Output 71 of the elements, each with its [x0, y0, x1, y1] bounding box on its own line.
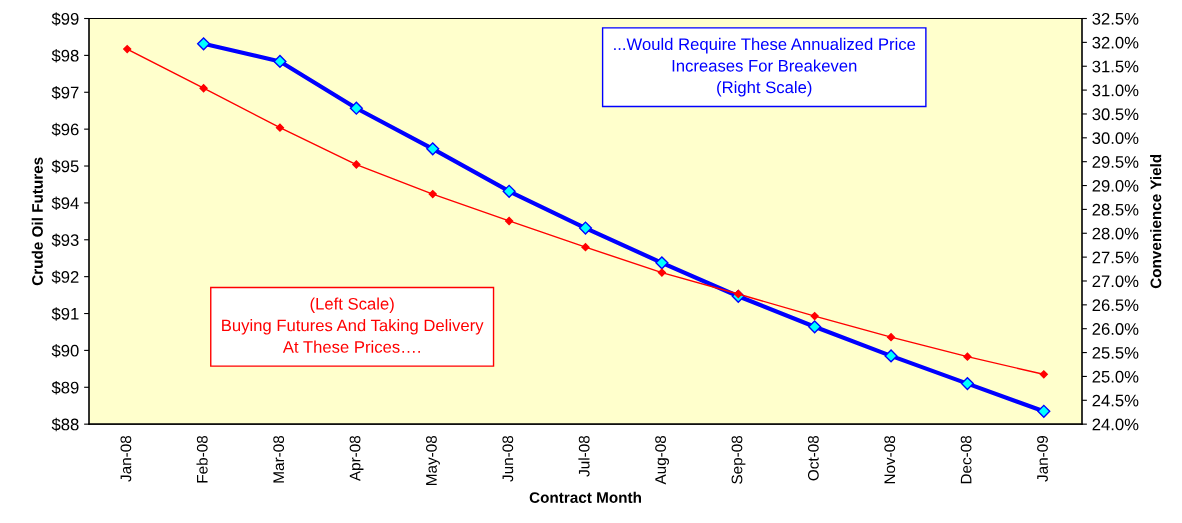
point [657, 268, 667, 277]
x-tick-label: Feb-08 [196, 435, 208, 483]
y2-tick-label: 31.0% [1092, 84, 1139, 97]
y-tick-label: $97 [51, 85, 79, 100]
point [960, 377, 975, 391]
y2-tick-label: 27.0% [1092, 275, 1139, 288]
y2-tick-label: 29.0% [1092, 179, 1139, 192]
y-tick-label: $89 [51, 380, 79, 395]
y2-tick-label: 24.5% [1092, 394, 1139, 407]
point [426, 142, 440, 156]
point [199, 84, 208, 93]
y2-tick-label: 27.5% [1092, 251, 1139, 264]
y2-axis-title: Convenience Yield [1150, 154, 1162, 289]
point [963, 352, 972, 361]
x-tick-label: Aug-08 [655, 435, 670, 485]
x-tick-label: Nov-08 [884, 435, 896, 484]
point [428, 189, 437, 199]
point [273, 54, 287, 69]
point [196, 37, 211, 51]
x-tick-label: Dec-08 [960, 435, 972, 484]
y2-tick-label: 29.5% [1092, 156, 1139, 168]
y2-tick-label: 28.0% [1092, 227, 1139, 240]
y2-tick-label: 25.0% [1092, 370, 1139, 383]
x-tick-label: Sep-08 [731, 435, 746, 484]
point [123, 44, 132, 54]
x-tick-label: Jun-08 [502, 435, 514, 482]
point [886, 332, 896, 342]
x-tick-label: Apr-08 [349, 435, 364, 482]
x-tick-label: Mar-08 [273, 435, 285, 483]
y-tick-label: $90 [51, 344, 79, 358]
point [504, 216, 514, 226]
y-tick-label: $96 [51, 122, 79, 137]
y2-tick-label: 30.5% [1092, 108, 1139, 121]
y2-tick-label: 24.0% [1092, 418, 1139, 431]
y2-tick-label: 31.5% [1092, 60, 1139, 73]
annotation: (Left Scale) Buying Futures And Taking Delivery At These Prices…. [222, 297, 484, 353]
y2-tick-label: 26.5% [1092, 299, 1139, 312]
y-tick-label: $93 [51, 233, 79, 247]
x-tick-label: May-08 [426, 435, 440, 485]
y2-tick-label: 32.5% [1092, 12, 1139, 25]
y-axis-title: Crude Oil Futures [31, 157, 43, 286]
y-tick-label: $95 [51, 159, 79, 174]
y-tick-label: $88 [51, 417, 79, 432]
point [581, 243, 590, 252]
point [352, 160, 361, 169]
point [502, 184, 516, 198]
point [275, 123, 285, 132]
point [578, 221, 593, 235]
y-tick-label: $94 [51, 196, 79, 211]
point [808, 320, 822, 334]
y2-tick-label: 26.0% [1092, 323, 1139, 335]
x-axis-title: Contract Month [529, 491, 641, 503]
point [655, 256, 669, 270]
point [810, 311, 819, 321]
x-tick-label: Jan-08 [120, 435, 132, 482]
y2-tick-label: 28.5% [1092, 203, 1139, 216]
y2-tick-label: 30.0% [1092, 132, 1139, 145]
point [884, 349, 898, 363]
x-tick-label: Oct-08 [807, 435, 819, 481]
y-tick-label: $98 [51, 49, 79, 63]
point [1039, 370, 1048, 379]
point [1037, 404, 1051, 418]
x-tick-label: Jan-09 [1037, 435, 1048, 482]
y2-tick-label: 32.0% [1092, 36, 1139, 49]
x-tick-label: Jul-08 [578, 435, 590, 477]
y-tick-label: $99 [51, 12, 79, 26]
point [349, 101, 363, 115]
y-tick-label: $92 [51, 270, 79, 284]
annotation: ...Would Require These Annualized Price Increases For Breakeven (Right Scale) [614, 37, 916, 97]
y-tick-label: $91 [51, 307, 79, 321]
y2-tick-label: 25.5% [1092, 346, 1139, 359]
